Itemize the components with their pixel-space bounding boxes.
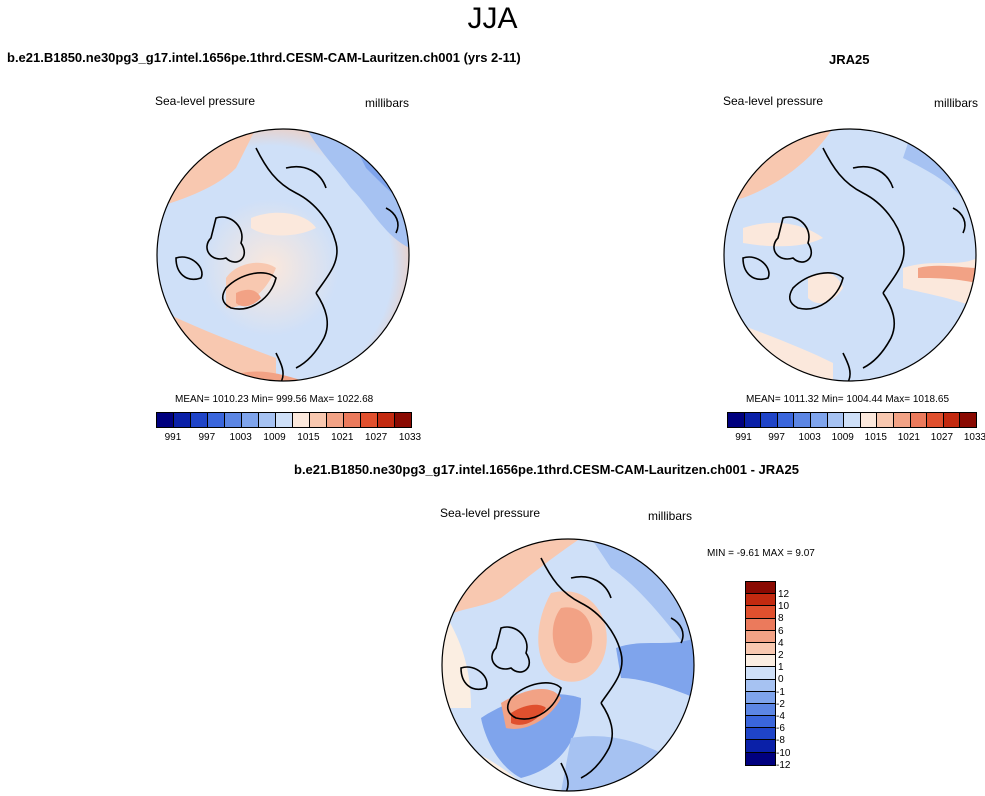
colorbar-swatch [943,413,961,427]
colorbar-tick-label: -8 [776,735,785,747]
colorbar-swatch [746,594,775,607]
colorbar-tick-label: -12 [776,759,791,771]
colorbar-swatch [259,413,276,427]
colorbar-swatch [157,413,174,427]
colorbar-tick-label: 1027 [930,432,954,443]
obs-units-label: millibars [934,96,979,110]
colorbar-swatch [761,413,778,427]
colorbar-swatch [327,413,344,427]
colorbar-tick-label: -2 [776,698,785,710]
colorbar-tick-label: 991 [164,432,182,443]
colorbar-swatch [746,703,775,717]
colorbar-tick-label: 1015 [297,432,320,443]
colorbar-swatch [276,413,293,427]
colorbar-swatch [777,413,795,427]
obs-variable-label: Sea-level pressure [723,94,824,108]
colorbar-tick-label: 1021 [897,432,920,443]
colorbar-swatch [744,413,762,427]
model-stats: MEAN= 1010.23 Min= 999.56 Max= 1022.68 [175,394,374,405]
obs-polar-map [723,128,977,382]
colorbar-swatch [794,413,811,427]
colorbar-swatch [746,691,775,704]
colorbar-tick-label: 1 [778,662,784,674]
colorbar-swatch [860,413,878,427]
colorbar-swatch [746,642,775,656]
model-variable-label: Sea-level pressure [155,94,256,108]
colorbar-tick-label: 6 [778,625,784,637]
colorbar-tick-label: 1015 [864,432,887,443]
colorbar-tick-label: 0 [778,674,784,686]
colorbar-swatch [746,655,775,668]
colorbar-swatch [877,413,894,427]
colorbar-tick-label: 2 [778,650,784,661]
colorbar-swatch [746,752,775,765]
model-polar-map [156,128,410,382]
season-title: JJA [467,2,518,35]
model-units-label: millibars [365,96,410,110]
colorbar-swatch [310,413,327,427]
colorbar-tick-label: 1033 [963,432,985,443]
colorbar-swatch [746,606,775,619]
colorbar-tick-label: 10 [778,601,790,613]
colorbar-tick-label: 997 [768,432,785,443]
obs-case-title: JRA25 [829,52,870,67]
colorbar-swatch [893,413,911,427]
diff-case-title: b.e21.B1850.ne30pg3_g17.intel.1656pe.1th… [294,462,800,477]
colorbar-swatch [810,413,828,427]
colorbar-tick-label: 4 [778,637,784,649]
colorbar-tick-label: -6 [776,723,785,735]
colorbar-swatch [746,679,775,692]
colorbar-tick-label: 1033 [398,432,422,443]
colorbar-tick-label: 8 [778,613,784,625]
colorbar-tick-label: 997 [198,432,216,443]
colorbar-swatch [746,728,775,741]
colorbar-swatch [344,413,361,427]
obs-colorbar [727,412,977,428]
colorbar-swatch [746,740,775,753]
colorbar-swatch [844,413,861,427]
colorbar-swatch [746,630,775,643]
model-case-title: b.e21.B1850.ne30pg3_g17.intel.1656pe.1th… [7,50,521,65]
colorbar-swatch [910,413,928,427]
colorbar-swatch [746,582,775,595]
colorbar-tick-label: -10 [776,747,791,759]
colorbar-swatch [191,413,208,427]
obs-stats: MEAN= 1011.32 Min= 1004.44 Max= 1018.65 [746,394,950,405]
colorbar-swatch [927,413,944,427]
diff-stats: MIN = -9.61 MAX = 9.07 [707,548,815,559]
diff-variable-label: Sea-level pressure [440,506,541,520]
colorbar-swatch [174,413,191,427]
colorbar-tick-label: 1009 [263,432,286,443]
diff-colorbar [745,581,776,766]
colorbar-swatch [746,618,775,631]
colorbar-swatch [746,667,775,680]
colorbar-tick-label: -4 [776,711,785,722]
colorbar-swatch [395,413,411,427]
colorbar-swatch [728,413,745,427]
colorbar-swatch [293,413,310,427]
colorbar-tick-label: 12 [778,589,790,600]
colorbar-tick-label: -1 [776,686,785,698]
model-colorbar [156,412,412,428]
colorbar-tick-label: 1027 [365,432,388,443]
colorbar-tick-label: 1021 [331,432,354,443]
colorbar-tick-label: 1003 [798,432,821,443]
colorbar-swatch [827,413,845,427]
colorbar-swatch [378,413,395,427]
colorbar-swatch [242,413,259,427]
colorbar-tick-label: 1003 [229,432,252,443]
colorbar-tick-label: 1009 [831,432,854,443]
colorbar-tick-label: 991 [735,432,752,443]
colorbar-swatch [746,716,775,729]
colorbar-swatch [960,413,976,427]
colorbar-swatch [208,413,225,427]
diff-polar-map [441,538,695,792]
colorbar-swatch [225,413,242,427]
colorbar-swatch [361,413,378,427]
diff-units-label: millibars [648,509,693,523]
